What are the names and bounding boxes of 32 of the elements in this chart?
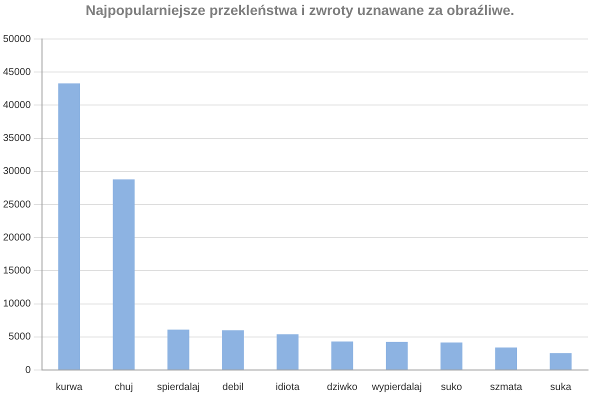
y-tick-label: 25000 bbox=[2, 199, 32, 210]
bar bbox=[276, 334, 299, 370]
y-tick-label: 10000 bbox=[2, 298, 32, 310]
bar bbox=[112, 179, 135, 370]
y-tick-label: 50000 bbox=[2, 34, 32, 45]
bar bbox=[167, 330, 190, 370]
x-tick-label: idiota bbox=[276, 382, 300, 393]
y-tick-label: 15000 bbox=[2, 265, 32, 276]
x-tick-label: kurwa bbox=[56, 382, 83, 393]
y-tick-label: 20000 bbox=[2, 232, 32, 244]
bar bbox=[495, 347, 517, 370]
x-tick-label: szmata bbox=[490, 382, 523, 393]
x-tick-label: spierdalaj bbox=[156, 382, 200, 393]
x-tick-label: wypierdalaj bbox=[370, 382, 422, 393]
bar bbox=[331, 342, 354, 370]
y-tick-label: 35000 bbox=[2, 133, 32, 144]
bar bbox=[58, 83, 80, 370]
x-tick-label: debil bbox=[222, 382, 244, 393]
y-tick-label: 40000 bbox=[2, 100, 32, 111]
chart-title: Najpopularniejsze przekleństwa i zwroty uznawane za obraźliwe. bbox=[84, 2, 516, 18]
x-tick-label: suka bbox=[550, 382, 572, 393]
x-tick-label: chuj bbox=[114, 382, 133, 393]
bar bbox=[386, 342, 408, 370]
bar bbox=[550, 353, 572, 370]
x-tick-label: dziwko bbox=[326, 382, 358, 393]
y-tick-label: 45000 bbox=[2, 66, 32, 78]
y-tick-label: 5000 bbox=[8, 332, 32, 343]
x-tick-label: suko bbox=[440, 382, 462, 393]
y-tick-label: 30000 bbox=[2, 166, 32, 178]
y-tick-label: 0 bbox=[25, 364, 32, 376]
bar bbox=[440, 342, 462, 370]
bar bbox=[222, 330, 244, 370]
